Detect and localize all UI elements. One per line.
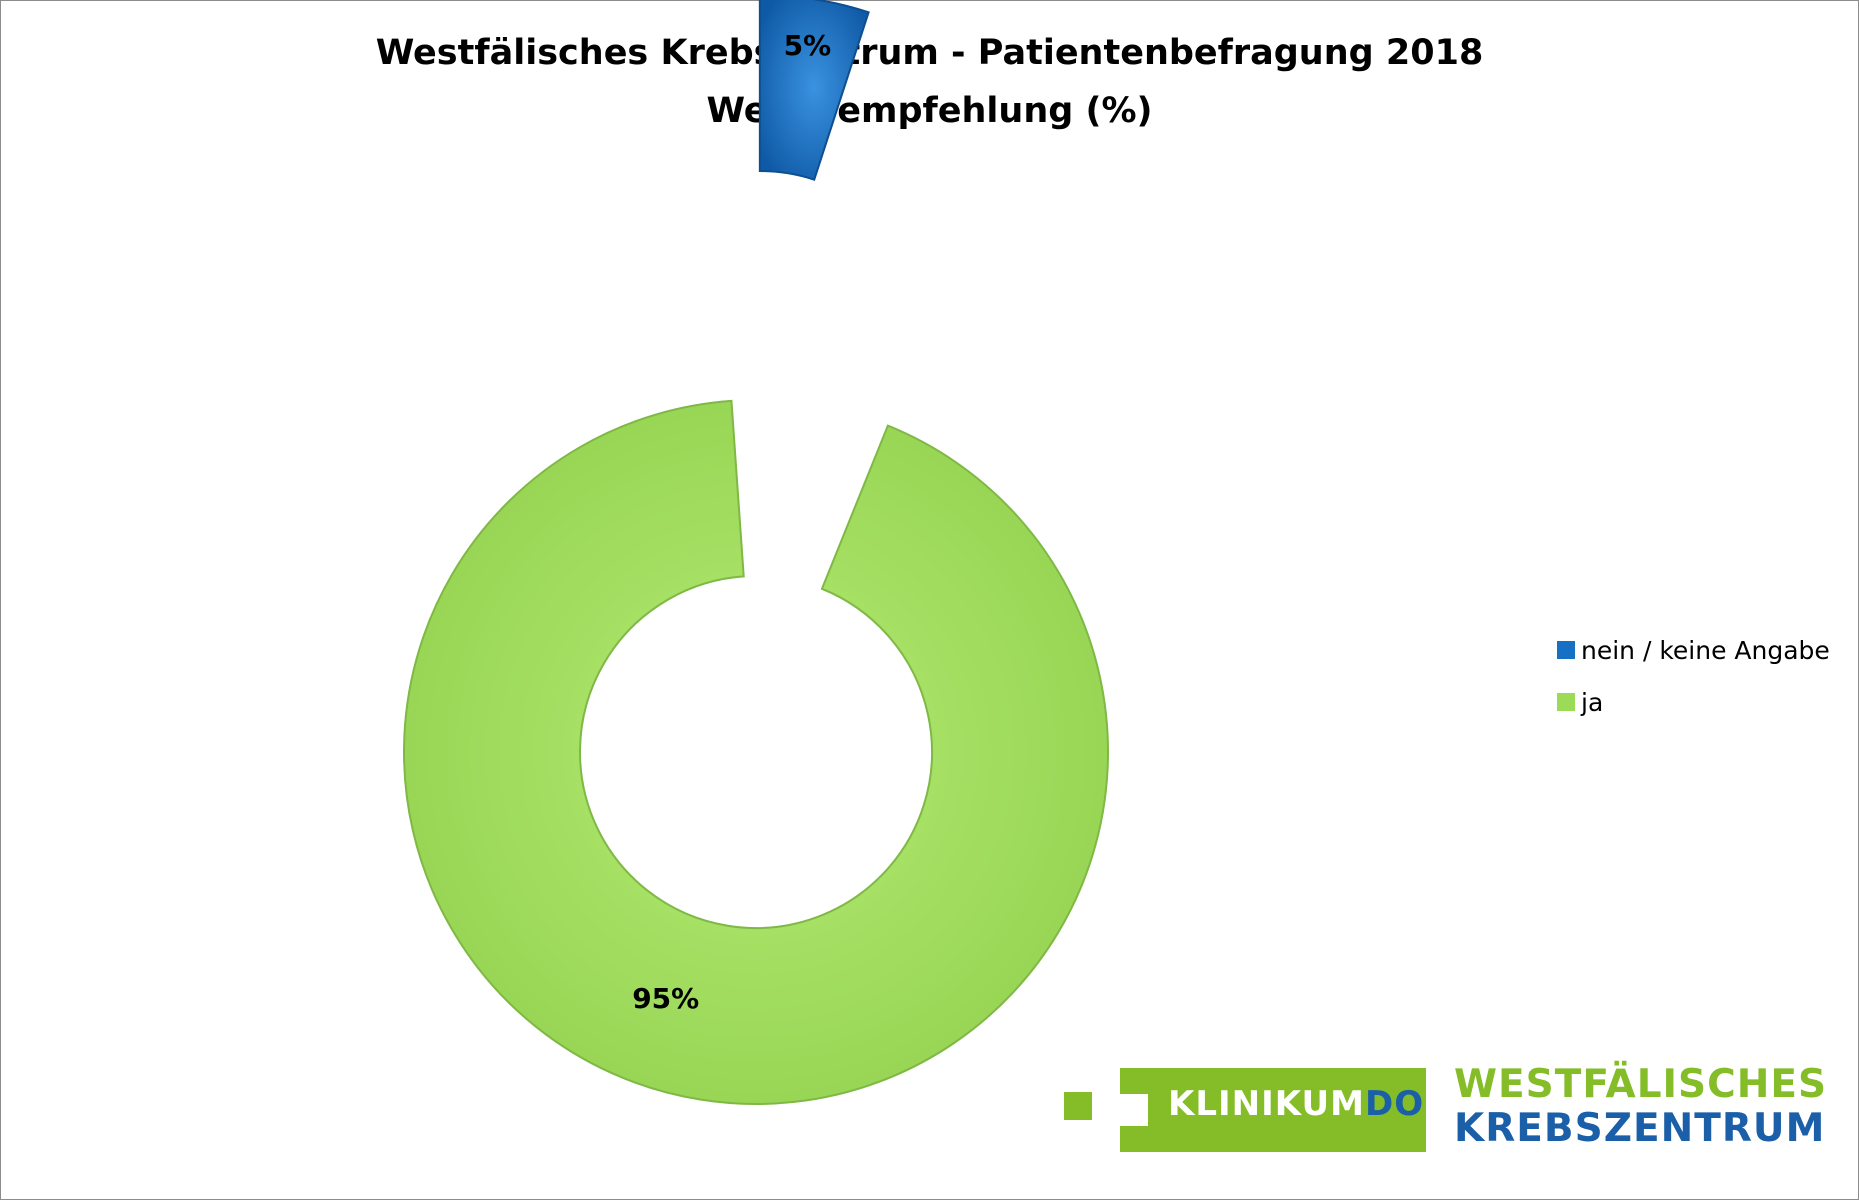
slice-label-nein: 5% xyxy=(784,29,832,62)
legend: nein / keine Angabe ja xyxy=(1557,624,1830,728)
legend-swatch-ja xyxy=(1557,693,1575,711)
slice-ja xyxy=(403,399,1109,1105)
logo-do-word: DO xyxy=(1364,1084,1425,1124)
chart-title-line1: Westfälisches Krebszentrum - Patientenbe… xyxy=(375,33,1484,73)
legend-swatch-nein xyxy=(1557,641,1575,659)
legend-label-ja: ja xyxy=(1581,687,1604,717)
logo-notch xyxy=(1120,1094,1148,1126)
legend-item-ja: ja xyxy=(1557,676,1830,728)
logo-krebszentrum: KREBSZENTRUM xyxy=(1454,1106,1826,1151)
logo-klinikum-word: KLINIKUM xyxy=(1168,1084,1365,1124)
logo-klinikum-text: KLINIKUMDO xyxy=(1168,1084,1424,1124)
klinikum-do-logo: KLINIKUMDO WESTFÄLISCHES KREBSZENTRUM xyxy=(1064,1062,1828,1152)
legend-label-nein: nein / keine Angabe xyxy=(1581,635,1830,665)
logo-bar xyxy=(1120,1068,1426,1152)
legend-item-nein: nein / keine Angabe xyxy=(1557,624,1830,676)
slice-label-ja: 95% xyxy=(632,982,699,1015)
slice-nein xyxy=(758,0,870,181)
logo-westfaelisches: WESTFÄLISCHES xyxy=(1454,1062,1828,1107)
logo-square xyxy=(1064,1092,1092,1120)
chart-title: Westfälisches Krebszentrum - Patientenbe… xyxy=(0,24,1859,140)
